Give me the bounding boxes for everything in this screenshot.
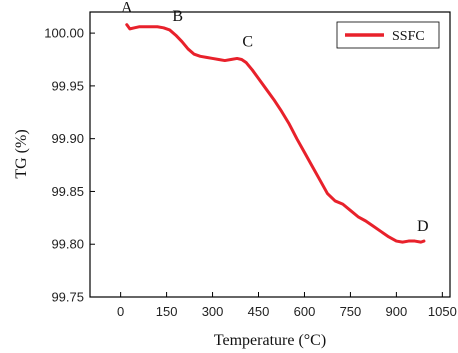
annotation-a: A: [121, 0, 133, 17]
x-axis-ticks: 0 150 300 450 600 750 900 1050: [117, 292, 457, 319]
x-tick-label: 600: [294, 304, 316, 319]
legend: SSFC: [336, 21, 440, 49]
x-tick-label: 150: [156, 304, 178, 319]
x-tick-label: 1050: [428, 304, 457, 319]
annotation-c: C: [242, 34, 253, 51]
x-tick-label: 300: [202, 304, 224, 319]
legend-box: [336, 21, 440, 49]
y-tick-label: 100.00: [44, 26, 84, 41]
y-tick-label: 99.80: [51, 237, 84, 252]
y-axis-ticks: 99.75 99.80 99.85 99.90 99.95 100.00: [44, 26, 95, 305]
legend-label-ssfc: SSFC: [392, 29, 425, 44]
x-tick-label: 900: [386, 304, 408, 319]
plot-frame: [89, 11, 451, 298]
x-tick-label: 0: [117, 304, 124, 319]
y-tick-label: 99.85: [51, 184, 84, 199]
point-annotations: A B C D: [121, 0, 429, 235]
annotation-b: B: [172, 8, 183, 25]
y-tick-label: 99.95: [51, 78, 84, 93]
annotation-d: D: [417, 218, 429, 235]
x-axis-label: Temperature (°C): [214, 332, 326, 349]
y-tick-label: 99.75: [51, 290, 84, 305]
y-tick-label: 99.90: [51, 131, 84, 146]
x-tick-label: 750: [340, 304, 362, 319]
series-line-ssfc: [125, 23, 426, 244]
x-tick-label: 450: [248, 304, 270, 319]
y-axis-label: TG (%): [13, 129, 30, 178]
